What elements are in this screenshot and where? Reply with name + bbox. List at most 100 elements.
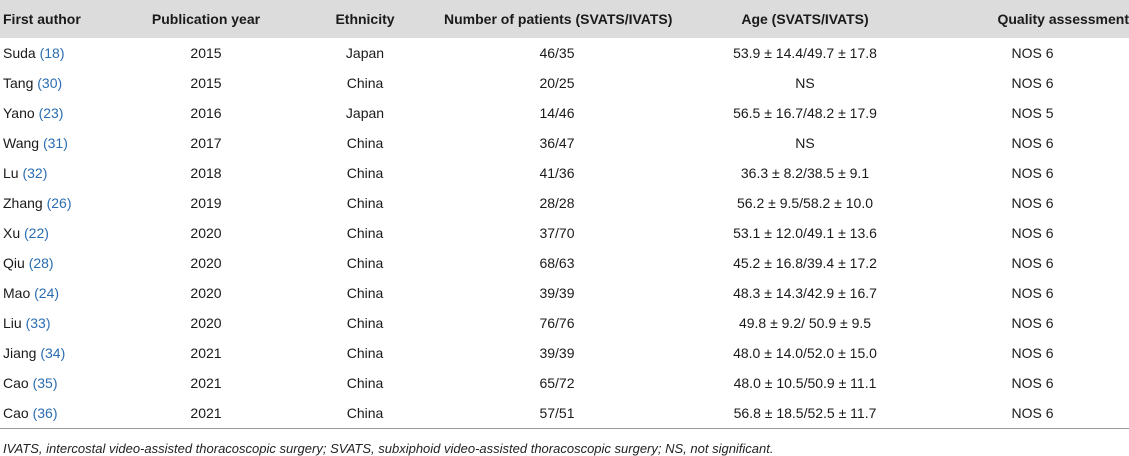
table-footnote: IVATS, intercostal video-assisted thorac… [3, 440, 774, 456]
cell-publication-year: 2018 [190, 165, 222, 181]
cell-publication-year: 2016 [190, 105, 222, 121]
cell-publication-year: 2019 [190, 195, 222, 211]
header-age: Age (SVATS/IVATS) [741, 11, 869, 27]
cell-number-of-patients: 39/39 [539, 285, 575, 301]
cell-age: 56.8 ± 18.5/52.5 ± 11.7 [674, 398, 936, 429]
table-row: Mao (24) 2020 China 39/39 48.3 ± 14.3/42.9 ±… [0, 278, 1129, 308]
cell-ethnicity: China [346, 255, 384, 271]
cell-publication-year: 2015 [190, 45, 222, 61]
cell-ethnicity: China [346, 345, 384, 361]
cell-publication-year: 2021 [190, 375, 222, 391]
table-row: Wang (31) 2017 China 36/47 NS NOS 6 [0, 128, 1129, 158]
reference-link[interactable]: (34) [40, 345, 66, 361]
cell-ethnicity: Japan [345, 45, 385, 61]
cell-age: 53.1 ± 12.0/49.1 ± 13.6 [733, 225, 877, 241]
reference-link[interactable]: (36) [32, 404, 58, 421]
cell-number-of-patients: 14/46 [539, 105, 575, 121]
cell-publication-year: 2020 [190, 285, 222, 301]
cell-age: 36.3 ± 8.2/38.5 ± 9.1 [740, 165, 870, 181]
cell-number-of-patients: 39/39 [539, 345, 575, 361]
cell-first-author: Liu (33) [0, 308, 122, 338]
cell-number-of-patients: 46/35 [539, 45, 575, 61]
reference-link[interactable]: (18) [39, 45, 65, 61]
author-name: Qiu [3, 255, 25, 271]
table-row: Cao (36) 2021 China 57/51 56.8 ± 18.5/52.5 ±… [0, 398, 1129, 429]
cell-age: 53.9 ± 14.4/49.7 ± 17.8 [733, 45, 877, 61]
cell-age: 56.5 ± 16.7/48.2 ± 17.9 [733, 105, 877, 121]
table-row: Suda (18) 2015 Japan 46/35 53.9 ± 14.4/49.7 … [0, 38, 1129, 68]
cell-quality-assessment: NOS 5 [1011, 105, 1054, 121]
author-name: Tang [3, 75, 34, 91]
cell-quality-assessment: NOS 6 [1011, 345, 1054, 361]
table-row: Liu (33) 2020 China 76/76 49.8 ± 9.2/ 50.9 ±… [0, 308, 1129, 338]
cell-quality-assessment: NOS 6 [1011, 255, 1054, 271]
author-name: Wang [3, 135, 40, 151]
cell-quality-assessment: NOS 6 [1011, 195, 1054, 211]
reference-link[interactable]: (35) [32, 375, 58, 391]
cell-publication-year: 2021 [190, 345, 222, 361]
cell-age: 45.2 ± 16.8/39.4 ± 17.2 [733, 255, 877, 271]
table-row: Zhang (26) 2019 China 28/28 56.2 ± 9.5/58.2 … [0, 188, 1129, 218]
cell-age: 48.0 ± 10.5/50.9 ± 11.1 [733, 375, 877, 391]
cell-ethnicity: Japan [345, 105, 385, 121]
header-row: First author Publication year Ethnicity … [0, 0, 1129, 38]
table-row: Jiang (34) 2021 China 39/39 48.0 ± 14.0/52.0… [0, 338, 1129, 368]
cell-first-author: Cao (36) [0, 398, 122, 429]
cell-publication-year: 2021 [122, 398, 290, 429]
cell-quality-assessment: NOS 6 [1011, 135, 1054, 151]
header-publication-year: Publication year [151, 11, 261, 27]
author-name: Liu [3, 315, 22, 331]
header-quality-assessment: Quality assessment [997, 11, 1129, 27]
cell-quality-assessment: NOS 6 [1011, 165, 1054, 181]
cell-first-author: Zhang (26) [0, 188, 122, 218]
cell-first-author: Mao (24) [0, 278, 122, 308]
reference-link[interactable]: (24) [34, 285, 60, 301]
cell-quality-assessment: NOS 6 [1011, 315, 1054, 331]
cell-number-of-patients: 76/76 [539, 315, 575, 331]
cell-ethnicity: China [346, 315, 384, 331]
author-name: Cao [3, 375, 29, 391]
cell-ethnicity: China [346, 285, 384, 301]
cell-number-of-patients: 37/70 [539, 225, 575, 241]
cell-age: 48.3 ± 14.3/42.9 ± 16.7 [733, 285, 877, 301]
reference-link[interactable]: (31) [42, 135, 68, 151]
cell-age: 56.2 ± 9.5/58.2 ± 10.0 [736, 195, 874, 211]
author-name: Yano [3, 105, 35, 121]
table-row: Xu (22) 2020 China 37/70 53.1 ± 12.0/49.1 ± … [0, 218, 1129, 248]
cell-quality-assessment: NOS 6 [1011, 375, 1054, 391]
cell-number-of-patients: 41/36 [539, 165, 575, 181]
author-name: Zhang [3, 195, 43, 211]
reference-link[interactable]: (26) [46, 195, 72, 211]
author-name: Lu [3, 165, 19, 181]
cell-ethnicity: China [346, 135, 384, 151]
table-row: Cao (35) 2021 China 65/72 48.0 ± 10.5/50.9 ±… [0, 368, 1129, 398]
cell-quality-assessment: NOS 6 [1011, 225, 1054, 241]
reference-link[interactable]: (32) [22, 165, 48, 181]
cell-number-of-patients: 57/51 [440, 398, 674, 429]
reference-link[interactable]: (23) [38, 105, 64, 121]
cell-first-author: Cao (35) [0, 368, 122, 398]
cell-first-author: Tang (30) [0, 68, 122, 98]
header-number-of-patients: Number of patients (SVATS/IVATS) [444, 11, 673, 27]
cell-first-author: Suda (18) [0, 38, 122, 68]
cell-publication-year: 2020 [190, 225, 222, 241]
cell-first-author: Jiang (34) [0, 338, 122, 368]
reference-link[interactable]: (33) [25, 315, 51, 331]
cell-first-author: Wang (31) [0, 128, 122, 158]
reference-link[interactable]: (28) [28, 255, 54, 271]
reference-link[interactable]: (22) [24, 225, 49, 241]
reference-link[interactable]: (30) [37, 75, 63, 91]
table-row: Qiu (28) 2020 China 68/63 45.2 ± 16.8/39.4 ±… [0, 248, 1129, 278]
header-ethnicity: Ethnicity [335, 11, 395, 27]
cell-ethnicity: China [346, 75, 384, 91]
cell-first-author: Xu (22) [0, 218, 122, 248]
cell-number-of-patients: 68/63 [539, 255, 575, 271]
table-body: Suda (18) 2015 Japan 46/35 53.9 ± 14.4/49.7 … [0, 38, 1129, 429]
table-header: First author Publication year Ethnicity … [0, 0, 1129, 38]
cell-age: NS [795, 135, 815, 151]
cell-ethnicity: China [346, 375, 384, 391]
cell-age: 49.8 ± 9.2/ 50.9 ± 9.5 [738, 315, 872, 331]
cell-publication-year: 2015 [190, 75, 222, 91]
author-name: Mao [3, 285, 31, 301]
